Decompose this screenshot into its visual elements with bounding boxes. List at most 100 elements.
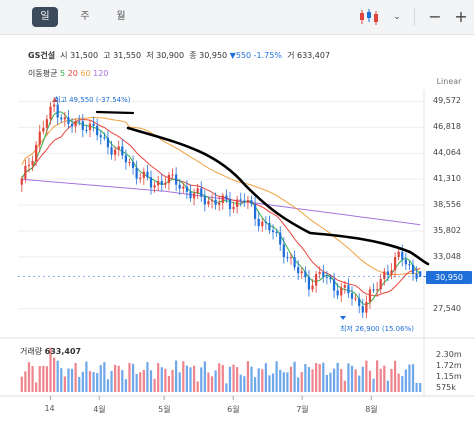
candle-body xyxy=(411,264,415,274)
moving-average-legend[interactable]: 이동평균 5 20 60 120 xyxy=(28,68,108,79)
volume-bar xyxy=(153,378,156,392)
volume-bar xyxy=(253,377,257,392)
change-arrow-icon: ▼ xyxy=(229,51,236,60)
current-price-tag: 30,950 xyxy=(426,270,472,284)
volume-bar xyxy=(182,361,185,392)
candle-body xyxy=(153,185,156,188)
zoom-out-button[interactable]: − xyxy=(428,7,442,26)
volume-bar xyxy=(131,363,135,392)
open-value: 31,500 xyxy=(70,51,99,60)
candle-body xyxy=(167,174,171,184)
volume-bar xyxy=(228,366,232,392)
candle-body xyxy=(27,165,31,167)
volume-bar xyxy=(293,361,296,392)
volume-bar xyxy=(221,365,224,392)
volume-bar xyxy=(210,376,214,392)
candle-body xyxy=(243,200,246,202)
y-tick-label: 35,802 xyxy=(433,225,461,235)
candle-body xyxy=(401,251,404,260)
volume-bar xyxy=(390,368,393,392)
candle-body xyxy=(85,129,88,131)
candle-body xyxy=(106,137,110,148)
candle-body xyxy=(214,199,217,205)
candle-body xyxy=(24,165,27,179)
y-tick-label: 38,556 xyxy=(433,200,461,210)
tab-monthly[interactable]: 월 xyxy=(116,11,126,22)
tab-daily[interactable]: 일 xyxy=(32,7,58,27)
high-label: 고 xyxy=(103,51,111,60)
candle-body xyxy=(117,146,120,150)
volume-bar xyxy=(286,372,289,392)
candle-body xyxy=(131,161,135,168)
volume-bar xyxy=(189,367,192,392)
candle-body xyxy=(261,221,264,227)
candle-body xyxy=(329,277,332,280)
candlestick-icon[interactable] xyxy=(356,4,382,30)
y-tick-label: 41,310 xyxy=(433,174,461,184)
candle-body xyxy=(393,257,397,271)
volume-bar xyxy=(38,366,41,392)
volume-bar xyxy=(157,363,160,392)
drawn-trend-line xyxy=(95,110,135,115)
volume-bar xyxy=(264,363,267,392)
candle-body xyxy=(293,257,296,268)
volume-bar xyxy=(268,375,271,392)
volume-bar xyxy=(171,369,174,392)
candle-body xyxy=(78,121,81,123)
volume-bar xyxy=(78,376,81,392)
volume-bar xyxy=(142,369,145,392)
tab-weekly[interactable]: 주 xyxy=(80,11,90,22)
low-label: 저 xyxy=(146,51,154,60)
candle-body xyxy=(189,191,192,199)
candle-body xyxy=(200,188,203,197)
candle-body xyxy=(124,155,127,163)
candle-body xyxy=(350,293,354,299)
candle-body xyxy=(49,106,52,120)
volume-bar xyxy=(239,374,242,392)
volume-bar xyxy=(114,364,117,392)
volume-bar xyxy=(185,365,189,392)
candle-body xyxy=(347,285,350,294)
low-value: 30,900 xyxy=(156,51,185,60)
volume-bar xyxy=(218,363,221,392)
volume-bar xyxy=(282,372,285,392)
volume-bar xyxy=(60,368,63,392)
volume-bar xyxy=(70,368,74,392)
volume-bar xyxy=(325,374,328,392)
volume-bar xyxy=(415,382,418,392)
drawn-resistance-line xyxy=(126,126,430,266)
candle-body xyxy=(164,183,167,185)
volume-bar xyxy=(106,379,110,392)
volume-bar xyxy=(81,371,84,392)
volume-bar xyxy=(167,375,171,392)
volume-tick-label: 2.30m xyxy=(436,350,462,359)
volume-bar xyxy=(225,383,228,392)
volume-bar xyxy=(178,372,181,392)
volume-bar xyxy=(411,364,415,392)
candle-body xyxy=(63,117,66,120)
chevron-down-icon[interactable]: ⌄ xyxy=(393,12,401,22)
volume-bar xyxy=(271,373,275,392)
volume-tick-label: 575k xyxy=(436,383,456,392)
volume-header: 거래량 633,407 xyxy=(20,346,81,357)
candle-body xyxy=(358,298,361,307)
high-annotation: 최고 49,550 (-37.54%) xyxy=(54,96,131,104)
volume-bar xyxy=(42,365,45,392)
volume-bar xyxy=(236,367,239,392)
candle-body xyxy=(322,272,325,277)
volume-bar xyxy=(372,378,375,392)
zoom-in-button[interactable]: + xyxy=(454,7,468,26)
candle-body xyxy=(139,177,142,179)
scale-selector[interactable]: Linear xyxy=(436,77,462,86)
candle-body xyxy=(268,222,271,231)
candle-body xyxy=(218,202,221,205)
volume-bar xyxy=(318,363,321,392)
volume-bar xyxy=(99,365,102,392)
volume-tick-label: 1.72m xyxy=(436,361,462,370)
volume-bar xyxy=(361,366,364,392)
volume-bar xyxy=(67,368,70,392)
candle-body xyxy=(160,180,163,185)
volume-bar xyxy=(31,366,34,392)
volume-bar xyxy=(121,370,124,392)
